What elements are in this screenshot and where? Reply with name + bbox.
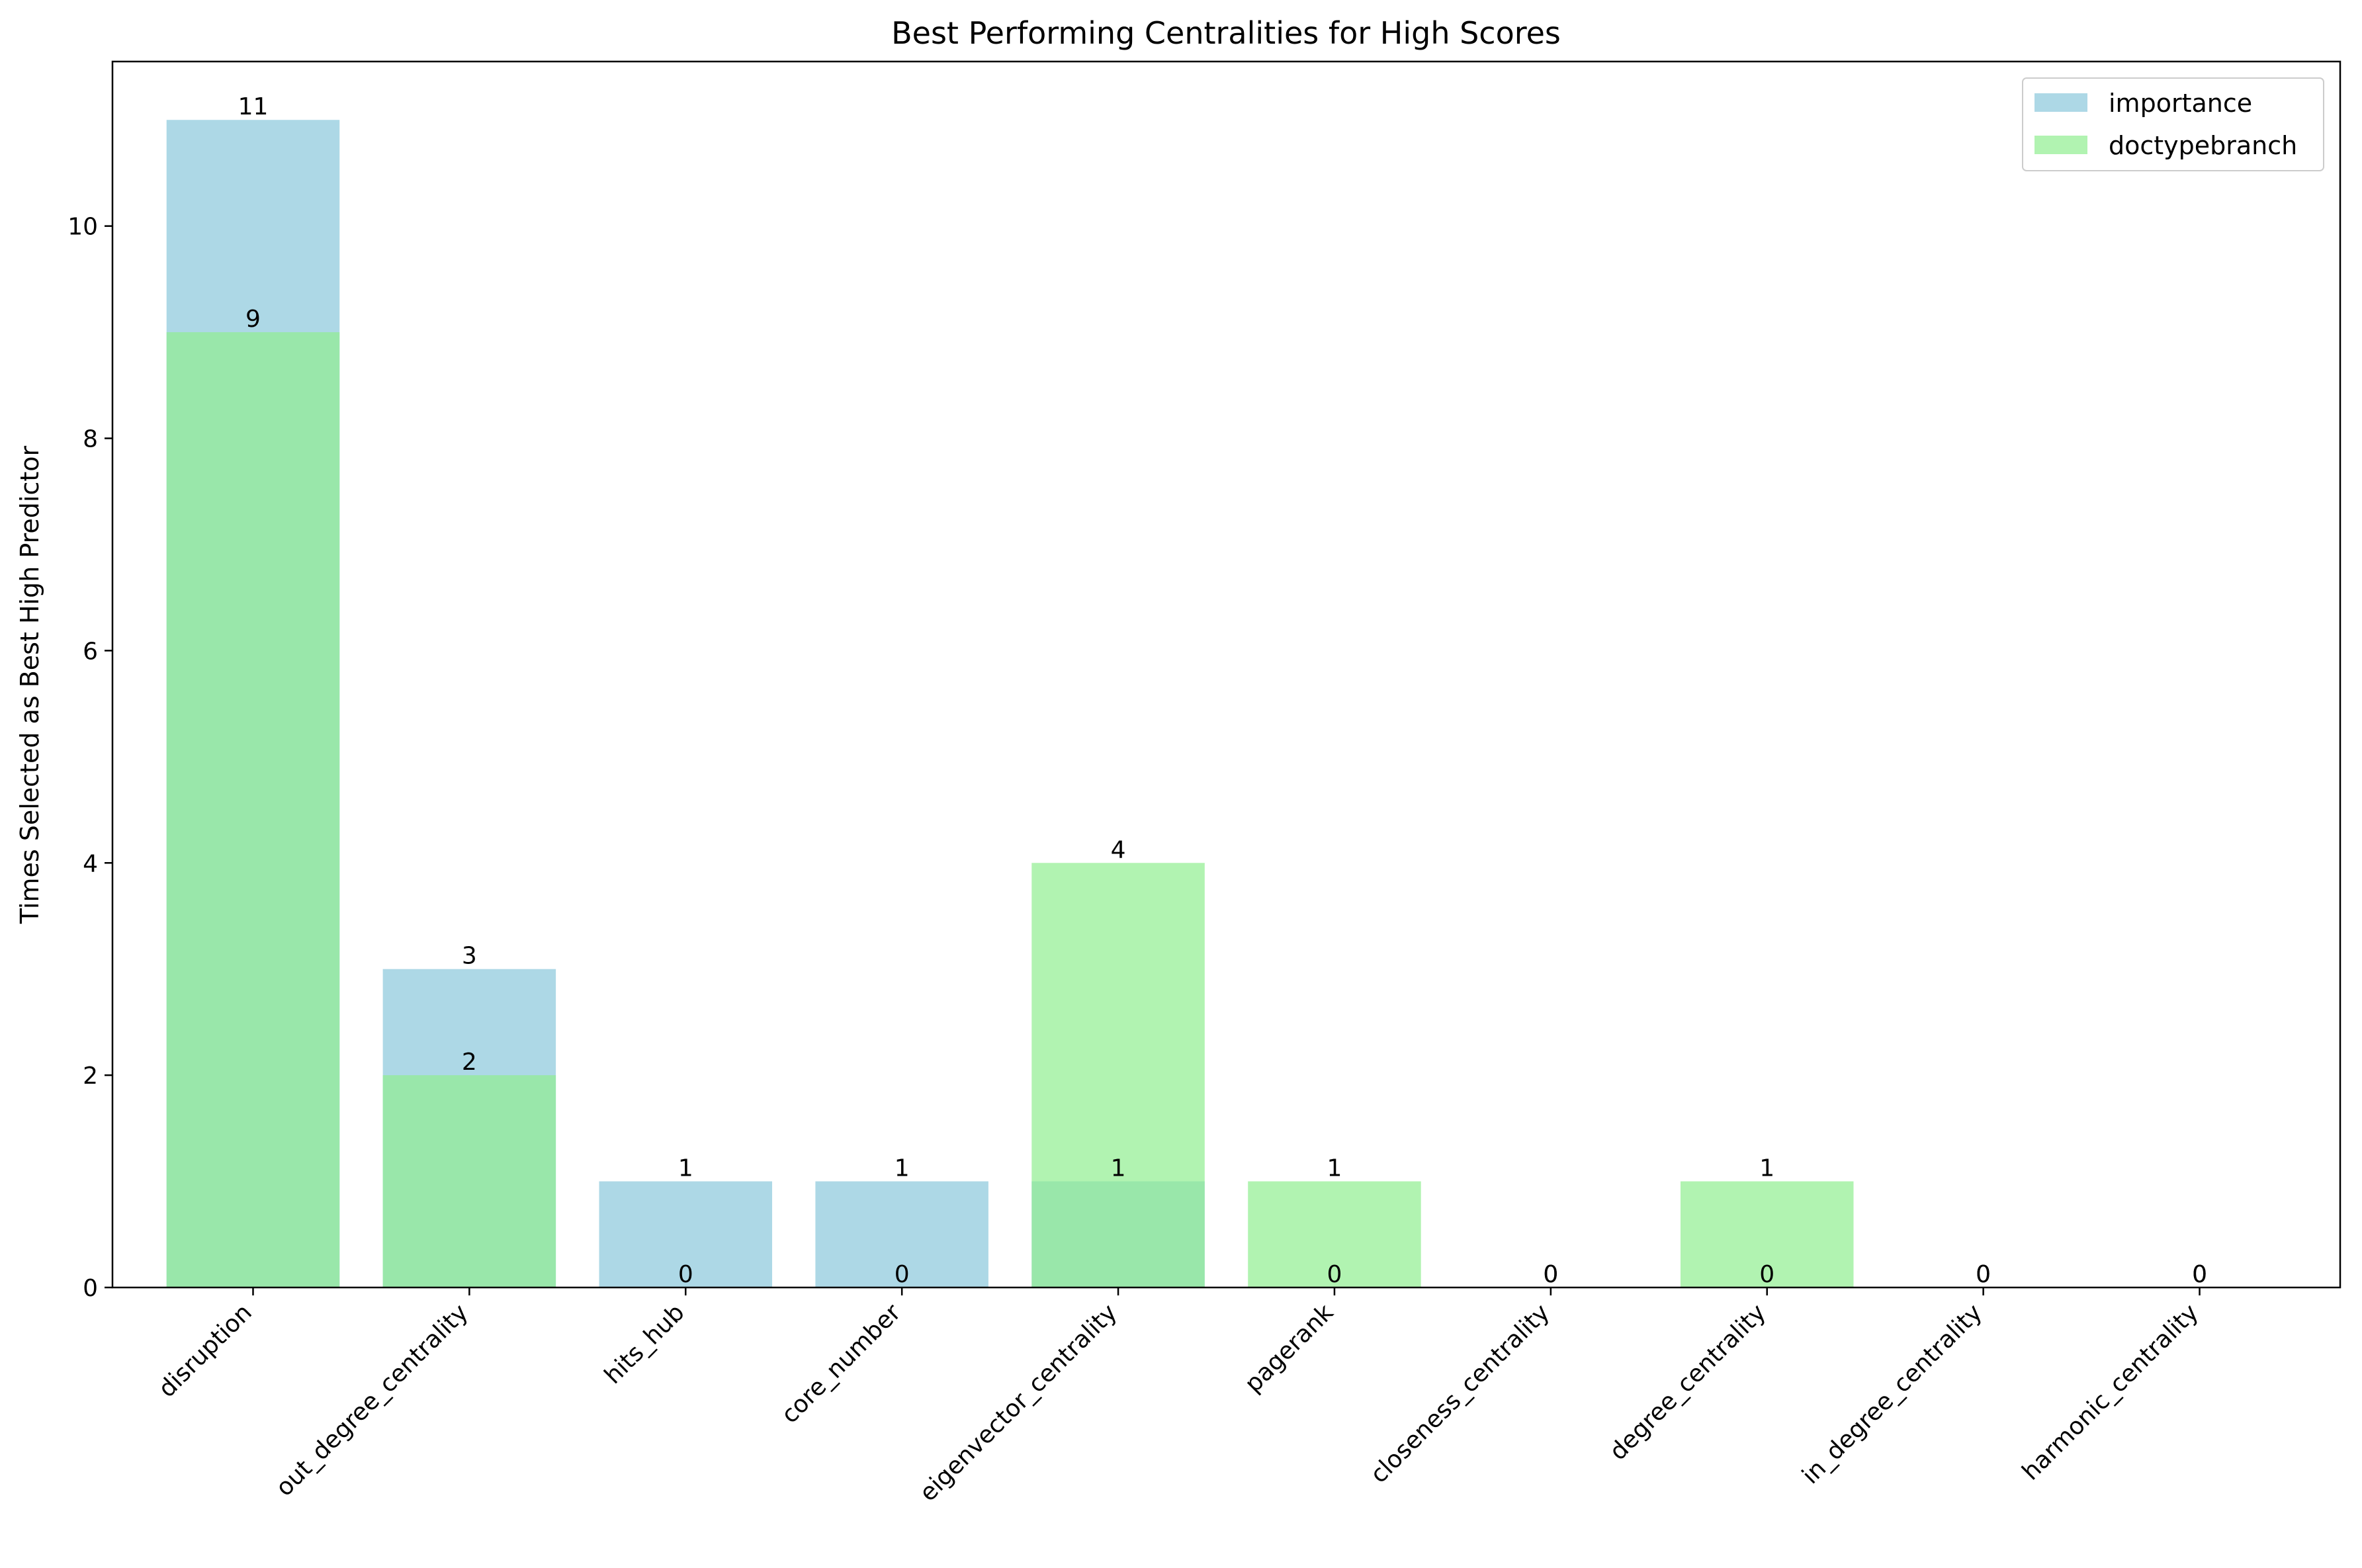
data-label-importance-in_degree_centrality: 0 — [1976, 1261, 1991, 1288]
y-tick-label: 0 — [83, 1275, 98, 1302]
bar-importance-core_number — [815, 1181, 988, 1287]
bar-doctypebranch-degree_centrality — [1680, 1181, 1854, 1287]
x-tick-label-in_degree_centrality: in_degree_centrality — [1797, 1299, 1988, 1489]
y-tick-label: 6 — [83, 638, 98, 665]
data-label-importance-pagerank: 0 — [1327, 1261, 1342, 1288]
data-label-doctypebranch-harmonic_centrality: 0 — [2192, 1261, 2207, 1288]
data-label-importance-hits_hub: 1 — [678, 1155, 693, 1182]
y-axis-label: Times Selected as Best High Predictor — [15, 446, 44, 925]
chart-title: Best Performing Centralities for High Sc… — [891, 15, 1561, 51]
data-label-importance-closeness_centrality: 0 — [1543, 1261, 1558, 1288]
plot-frame — [111, 60, 2341, 1289]
data-label-importance-degree_centrality: 0 — [1759, 1261, 1774, 1288]
data-label-doctypebranch-in_degree_centrality: 0 — [1976, 1261, 1991, 1288]
legend-box — [2022, 77, 2324, 171]
bar-doctypebranch-eigenvector_centrality — [1031, 863, 1205, 1287]
y-tick-label: 8 — [83, 426, 98, 453]
x-tick-label-degree_centrality: degree_centrality — [1604, 1299, 1771, 1465]
y-tick-label: 10 — [67, 214, 98, 241]
x-tick-label-pagerank: pagerank — [1240, 1299, 1339, 1398]
y-tick-label: 4 — [83, 850, 98, 877]
x-tick-label-hits_hub: hits_hub — [599, 1299, 690, 1389]
legend-label-doctypebranch: doctypebranch — [2109, 131, 2297, 160]
data-label-importance-out_degree_centrality: 3 — [462, 943, 477, 970]
data-label-importance-core_number: 1 — [895, 1155, 910, 1182]
data-label-doctypebranch-out_degree_centrality: 2 — [462, 1049, 477, 1076]
data-label-importance-eigenvector_centrality: 1 — [1111, 1155, 1126, 1182]
data-label-doctypebranch-closeness_centrality: 0 — [1543, 1261, 1558, 1288]
legend-swatch-doctypebranch — [2034, 136, 2087, 154]
bar-doctypebranch-disruption — [166, 332, 340, 1287]
x-tick-label-eigenvector_centrality: eigenvector_centrality — [914, 1299, 1122, 1506]
bar-doctypebranch-out_degree_centrality — [382, 1075, 556, 1287]
legend: importance doctypebranch — [2022, 77, 2324, 171]
data-label-doctypebranch-hits_hub: 0 — [678, 1261, 693, 1288]
x-tick-label-disruption: disruption — [153, 1299, 257, 1403]
x-tick-label-harmonic_centrality: harmonic_centrality — [2017, 1299, 2204, 1485]
x-tick-label-out_degree_centrality: out_degree_centrality — [271, 1299, 473, 1501]
data-label-doctypebranch-degree_centrality: 1 — [1759, 1155, 1774, 1182]
x-tick-label-closeness_centrality: closeness_centrality — [1366, 1299, 1555, 1489]
y-tick-label: 2 — [83, 1063, 98, 1090]
legend-label-importance: importance — [2109, 89, 2252, 118]
x-tick-label-core_number: core_number — [776, 1299, 906, 1428]
bar-importance-hits_hub — [599, 1181, 773, 1287]
bars-layer — [166, 120, 1854, 1288]
data-label-importance-harmonic_centrality: 0 — [2192, 1261, 2207, 1288]
data-label-importance-disruption: 11 — [238, 93, 269, 120]
data-label-doctypebranch-pagerank: 1 — [1327, 1155, 1342, 1182]
bar-doctypebranch-pagerank — [1248, 1181, 1421, 1287]
legend-swatch-importance — [2034, 93, 2087, 112]
data-label-doctypebranch-disruption: 9 — [245, 306, 261, 333]
data-label-doctypebranch-core_number: 0 — [895, 1261, 910, 1288]
data-label-doctypebranch-eigenvector_centrality: 4 — [1111, 836, 1126, 863]
